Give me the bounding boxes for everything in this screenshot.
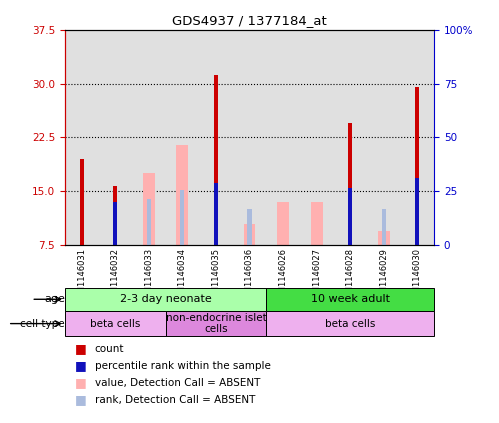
- Bar: [80, 159, 84, 245]
- Text: percentile rank within the sample: percentile rank within the sample: [95, 361, 270, 371]
- Bar: [311, 202, 322, 245]
- Text: beta cells: beta cells: [325, 319, 375, 329]
- Bar: [378, 231, 390, 245]
- Bar: [180, 190, 184, 245]
- Text: age: age: [44, 294, 65, 304]
- Text: count: count: [95, 344, 124, 354]
- Text: ■: ■: [75, 376, 87, 389]
- Bar: [65, 311, 166, 336]
- Bar: [177, 145, 188, 245]
- Bar: [266, 288, 434, 311]
- Bar: [143, 173, 155, 245]
- Text: rank, Detection Call = ABSENT: rank, Detection Call = ABSENT: [95, 395, 255, 405]
- Bar: [147, 199, 151, 245]
- Bar: [65, 288, 266, 311]
- Text: cell type: cell type: [20, 319, 65, 329]
- Bar: [113, 186, 117, 245]
- Bar: [244, 224, 255, 245]
- Text: 2-3 day neonate: 2-3 day neonate: [120, 294, 212, 304]
- Text: ■: ■: [75, 360, 87, 372]
- Bar: [113, 202, 117, 245]
- Bar: [266, 311, 434, 336]
- Bar: [214, 183, 218, 245]
- Bar: [248, 209, 251, 245]
- Bar: [382, 209, 386, 245]
- Bar: [214, 75, 218, 245]
- Bar: [166, 311, 266, 336]
- Text: value, Detection Call = ABSENT: value, Detection Call = ABSENT: [95, 378, 260, 388]
- Bar: [415, 179, 419, 245]
- Text: beta cells: beta cells: [90, 319, 140, 329]
- Text: ■: ■: [75, 393, 87, 406]
- Text: 10 week adult: 10 week adult: [311, 294, 390, 304]
- Bar: [277, 202, 289, 245]
- Bar: [415, 87, 419, 245]
- Text: non-endocrine islet
cells: non-endocrine islet cells: [166, 313, 266, 335]
- Text: ■: ■: [75, 343, 87, 355]
- Bar: [348, 188, 352, 245]
- Title: GDS4937 / 1377184_at: GDS4937 / 1377184_at: [172, 14, 327, 27]
- Bar: [348, 123, 352, 245]
